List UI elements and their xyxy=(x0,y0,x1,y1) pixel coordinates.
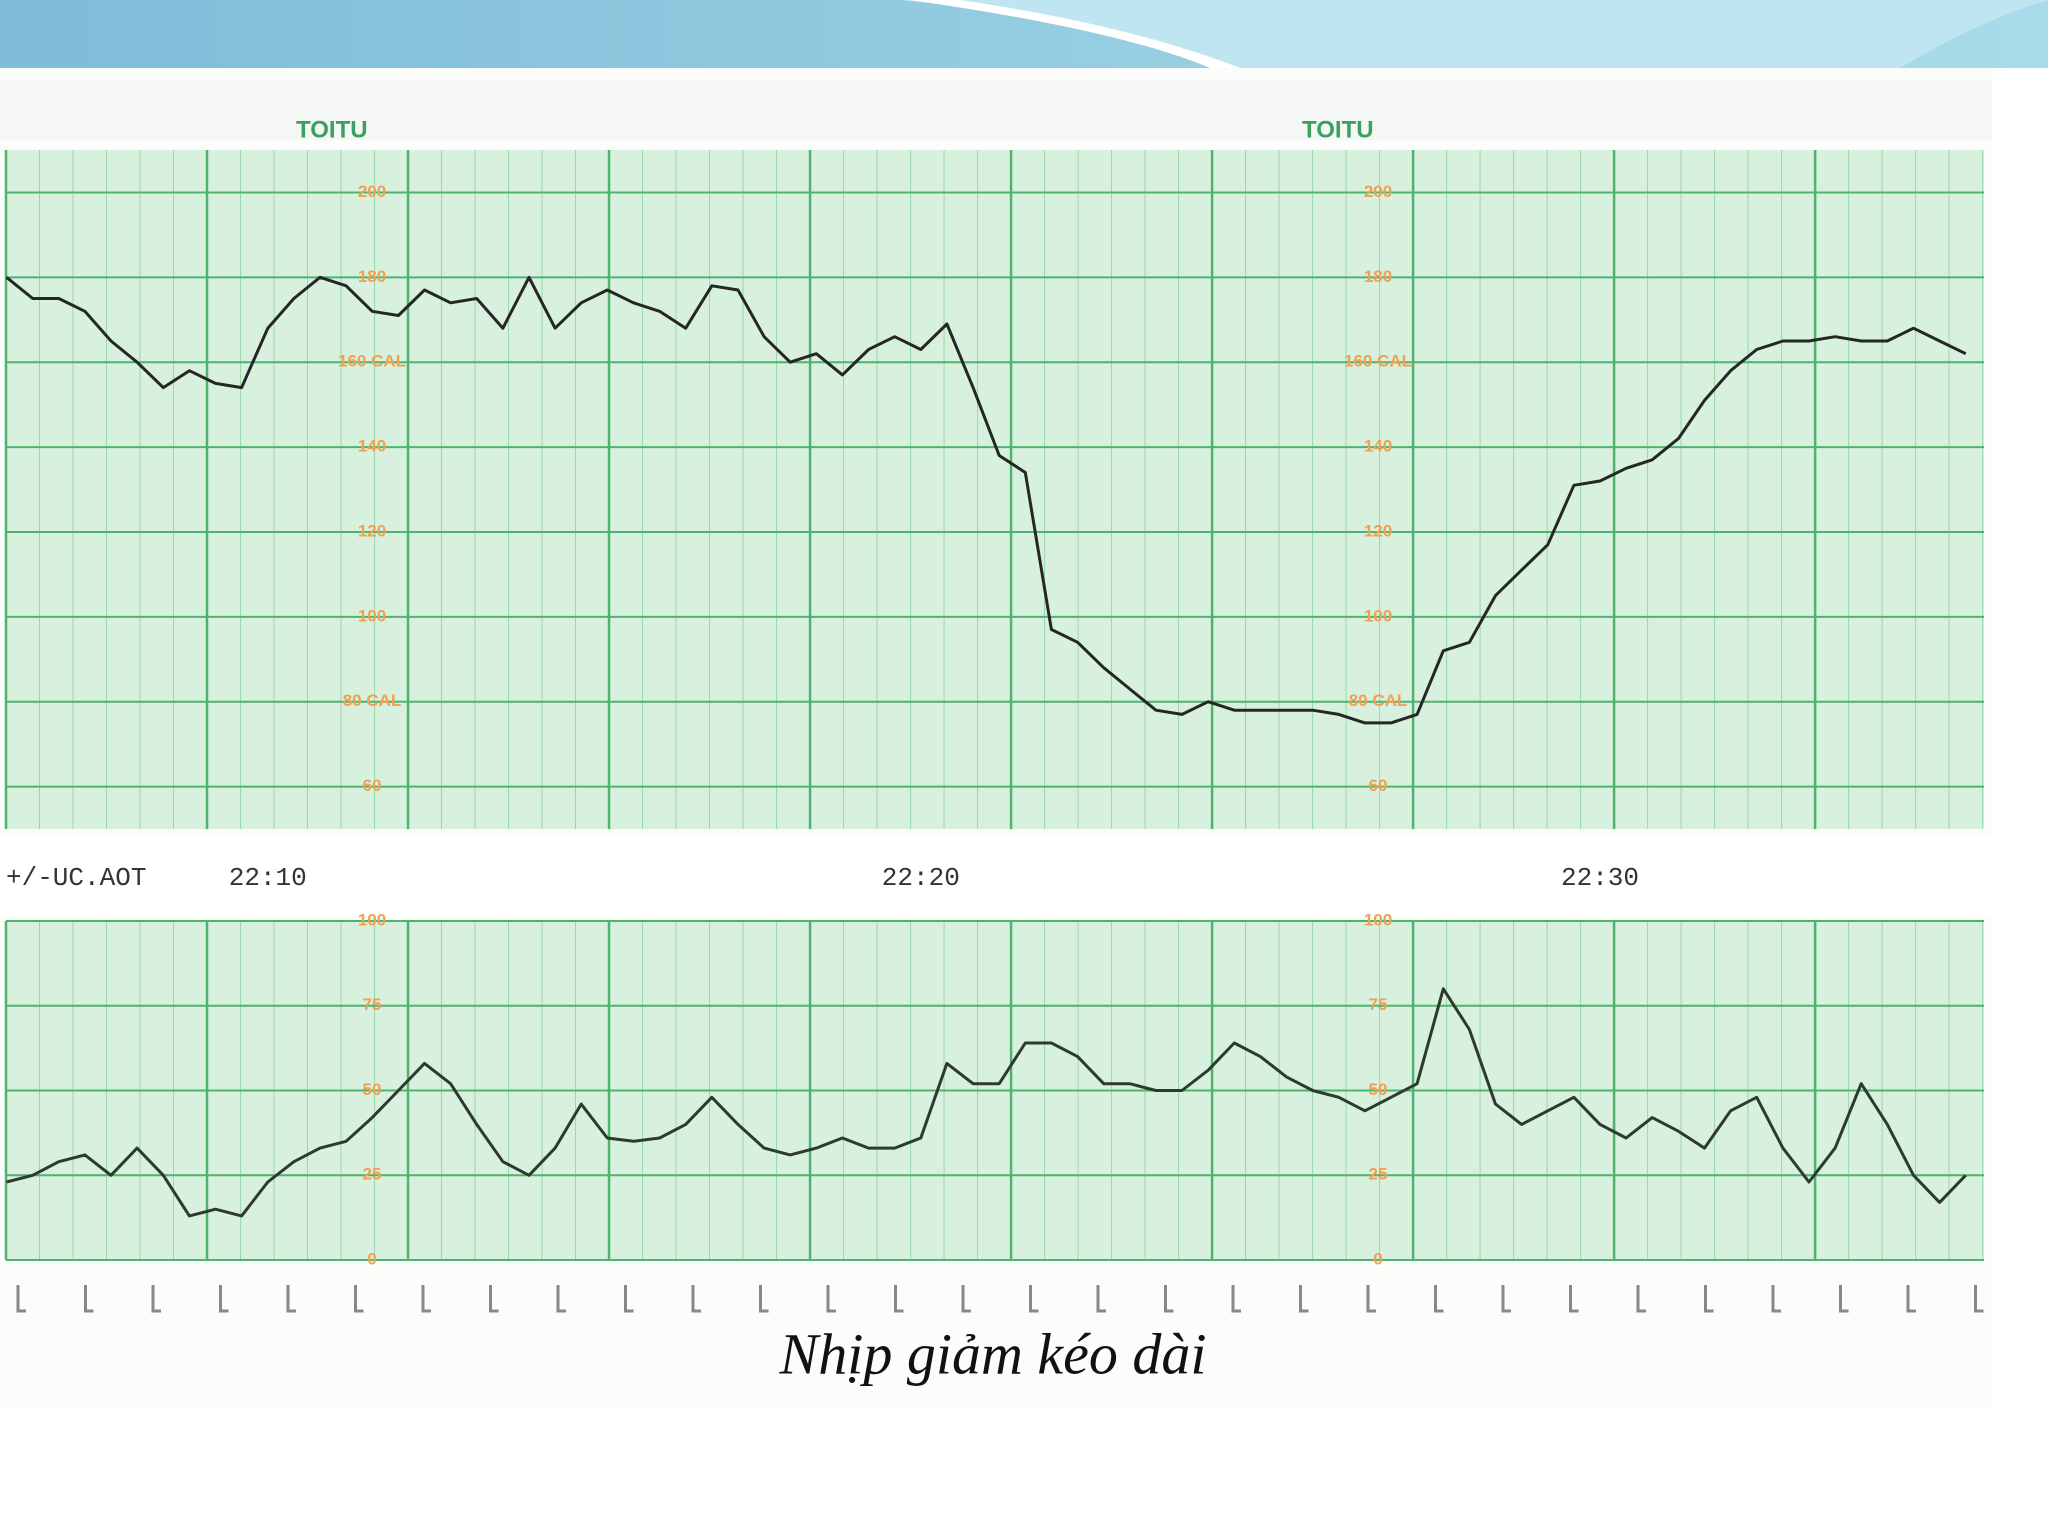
event-marker xyxy=(961,1285,971,1313)
uc-trace xyxy=(6,987,1967,1218)
y-tick-label: 0 xyxy=(367,1249,376,1268)
event-marker xyxy=(1501,1285,1511,1313)
y-tick-label: 50 xyxy=(1369,1080,1388,1099)
y-tick-label: 60 xyxy=(363,776,382,795)
y-tick-label: 75 xyxy=(363,995,382,1014)
y-tick-label: 75 xyxy=(1369,995,1388,1014)
y-tick-label: 160 CAL xyxy=(338,352,406,371)
y-tick-label: 160 CAL xyxy=(1344,352,1412,371)
event-marker xyxy=(1366,1285,1376,1313)
y-tick-label: 100 xyxy=(1364,910,1392,929)
event-marker xyxy=(1231,1285,1241,1313)
y-tick-label: 200 xyxy=(1364,182,1392,201)
event-marker xyxy=(151,1285,161,1313)
y-tick-label: 25 xyxy=(1369,1165,1388,1184)
fhr-panel xyxy=(6,150,1984,829)
y-tick-label: 80 CAL xyxy=(1349,691,1408,710)
event-marker xyxy=(1704,1285,1714,1313)
x-tick-label: 22:20 xyxy=(882,863,960,893)
event-marker xyxy=(1096,1285,1106,1313)
caption: Nhịp giảm kéo dài xyxy=(779,1321,1207,1386)
brand: TOITU xyxy=(1302,116,1374,143)
x-tick-label: 22:30 xyxy=(1561,863,1639,893)
event-marker xyxy=(84,1285,94,1313)
y-tick-label: 200 xyxy=(358,182,386,201)
event-marker xyxy=(1569,1285,1579,1313)
event-marker xyxy=(759,1285,769,1313)
y-tick-label: 100 xyxy=(358,606,386,625)
event-marker xyxy=(1299,1285,1309,1313)
y-tick-label: 100 xyxy=(1364,606,1392,625)
event-marker xyxy=(1771,1285,1781,1313)
strip-header xyxy=(0,80,1992,140)
channel-label: +/-UC.AOT xyxy=(6,863,146,893)
y-tick-label: 180 xyxy=(1364,267,1392,286)
y-tick-label: 50 xyxy=(363,1080,382,1099)
event-marker xyxy=(624,1285,634,1313)
banner-swoosh-white xyxy=(910,0,1240,68)
y-tick-label: 120 xyxy=(358,521,386,540)
event-marker xyxy=(16,1285,26,1313)
event-marker xyxy=(556,1285,566,1313)
event-marker xyxy=(1974,1285,1984,1313)
y-tick-label: 0 xyxy=(1373,1249,1382,1268)
event-marker xyxy=(219,1285,229,1313)
y-tick-label: 180 xyxy=(358,267,386,286)
y-tick-label: 140 xyxy=(358,437,386,456)
y-tick-label: 60 xyxy=(1369,776,1388,795)
y-tick-label: 80 CAL xyxy=(343,691,402,710)
time-strip xyxy=(0,836,1992,914)
event-marker xyxy=(894,1285,904,1313)
y-tick-label: 120 xyxy=(1364,521,1392,540)
event-marker xyxy=(1839,1285,1849,1313)
y-tick-label: 100 xyxy=(358,910,386,929)
event-marker xyxy=(1636,1285,1646,1313)
brand: TOITU xyxy=(296,116,368,143)
event-marker xyxy=(286,1285,296,1313)
event-marker xyxy=(1906,1285,1916,1313)
fhr-trace xyxy=(5,275,1967,725)
event-marker xyxy=(691,1285,701,1313)
x-tick-label: 22:10 xyxy=(229,863,307,893)
event-marker xyxy=(489,1285,499,1313)
event-marker xyxy=(421,1285,431,1313)
event-marker xyxy=(1029,1285,1039,1313)
event-marker xyxy=(1164,1285,1174,1313)
event-marker xyxy=(1434,1285,1444,1313)
event-marker xyxy=(826,1285,836,1313)
event-marker xyxy=(354,1285,364,1313)
y-tick-label: 25 xyxy=(363,1165,382,1184)
y-tick-label: 140 xyxy=(1364,437,1392,456)
